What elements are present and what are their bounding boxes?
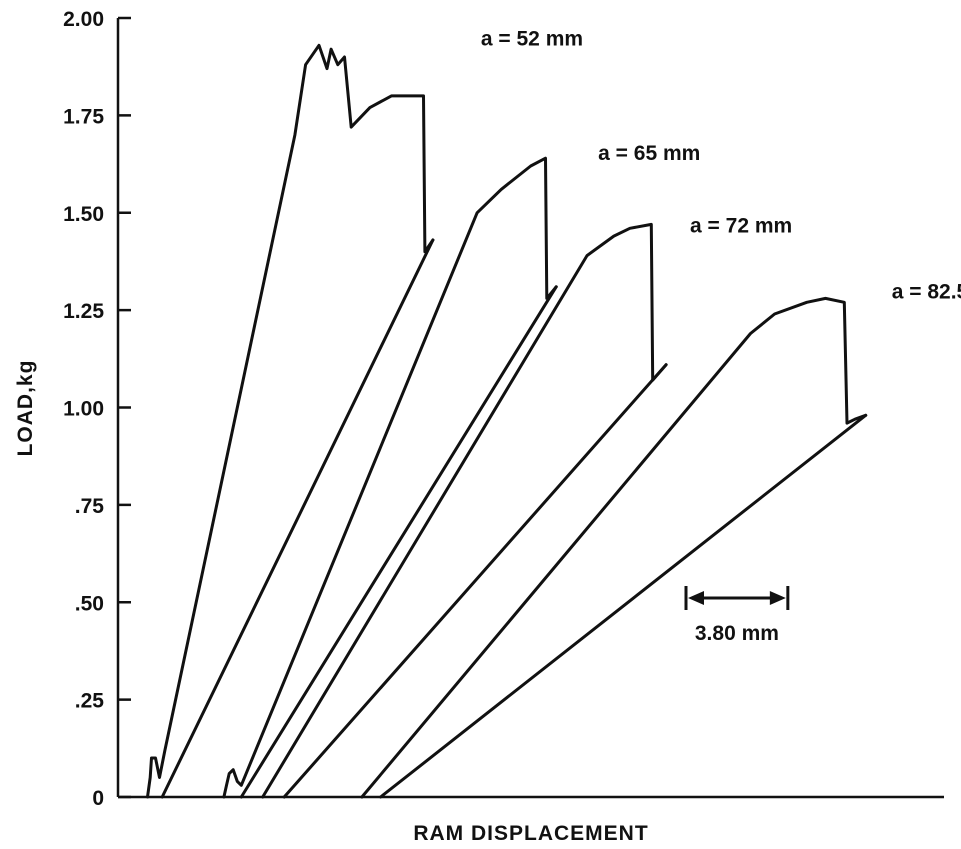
series-a-72mm-unloading-line <box>282 363 668 799</box>
y-tick-label: 0 <box>92 787 104 810</box>
series-label: a = 72 mm <box>690 214 792 237</box>
series-a-52mm-unloading-line <box>160 238 435 799</box>
curves <box>146 43 868 799</box>
series-label: a = 65 mm <box>598 142 700 165</box>
x-axis-label: RAM DISPLACEMENT <box>413 822 648 845</box>
y-tick-label: 1.25 <box>63 300 104 323</box>
y-tick-label: .50 <box>75 592 104 615</box>
scale-bar-left-arrowhead <box>688 591 704 605</box>
y-axis-label: LOAD,kg <box>14 360 37 457</box>
series-annotations: a = 52 mm a = 65 mm a = 72 mm a = 82.5 mm <box>481 27 961 303</box>
scale-bar-label: 3.80 mm <box>695 622 779 645</box>
y-tick-label: 1.00 <box>63 398 104 421</box>
y-tick-label: 2.00 <box>63 8 104 31</box>
y-tick-label: .75 <box>75 495 105 518</box>
series-label: a = 52 mm <box>481 27 583 50</box>
series-a-65mm-unloading-line <box>239 285 558 799</box>
series-a-72mm-loading-line <box>261 222 668 799</box>
series-label: a = 82.5 mm <box>892 280 961 303</box>
y-tick-label: 1.50 <box>63 203 104 226</box>
series-a-65mm-loading-line <box>222 156 558 799</box>
y-ticks: 0 .25 .50 .75 1.00 1.25 1.50 1.75 2.00 <box>63 8 131 810</box>
y-tick-label: .25 <box>75 690 105 713</box>
y-tick-label: 1.75 <box>63 105 104 128</box>
scale-bar: 3.80 mm <box>684 586 790 645</box>
series-a-82-5mm-unloading-line <box>379 413 868 799</box>
scale-bar-right-arrowhead <box>769 591 786 605</box>
series-a-82-5mm-loading-line <box>360 296 868 799</box>
series-a-52mm-loading-line <box>146 43 435 799</box>
